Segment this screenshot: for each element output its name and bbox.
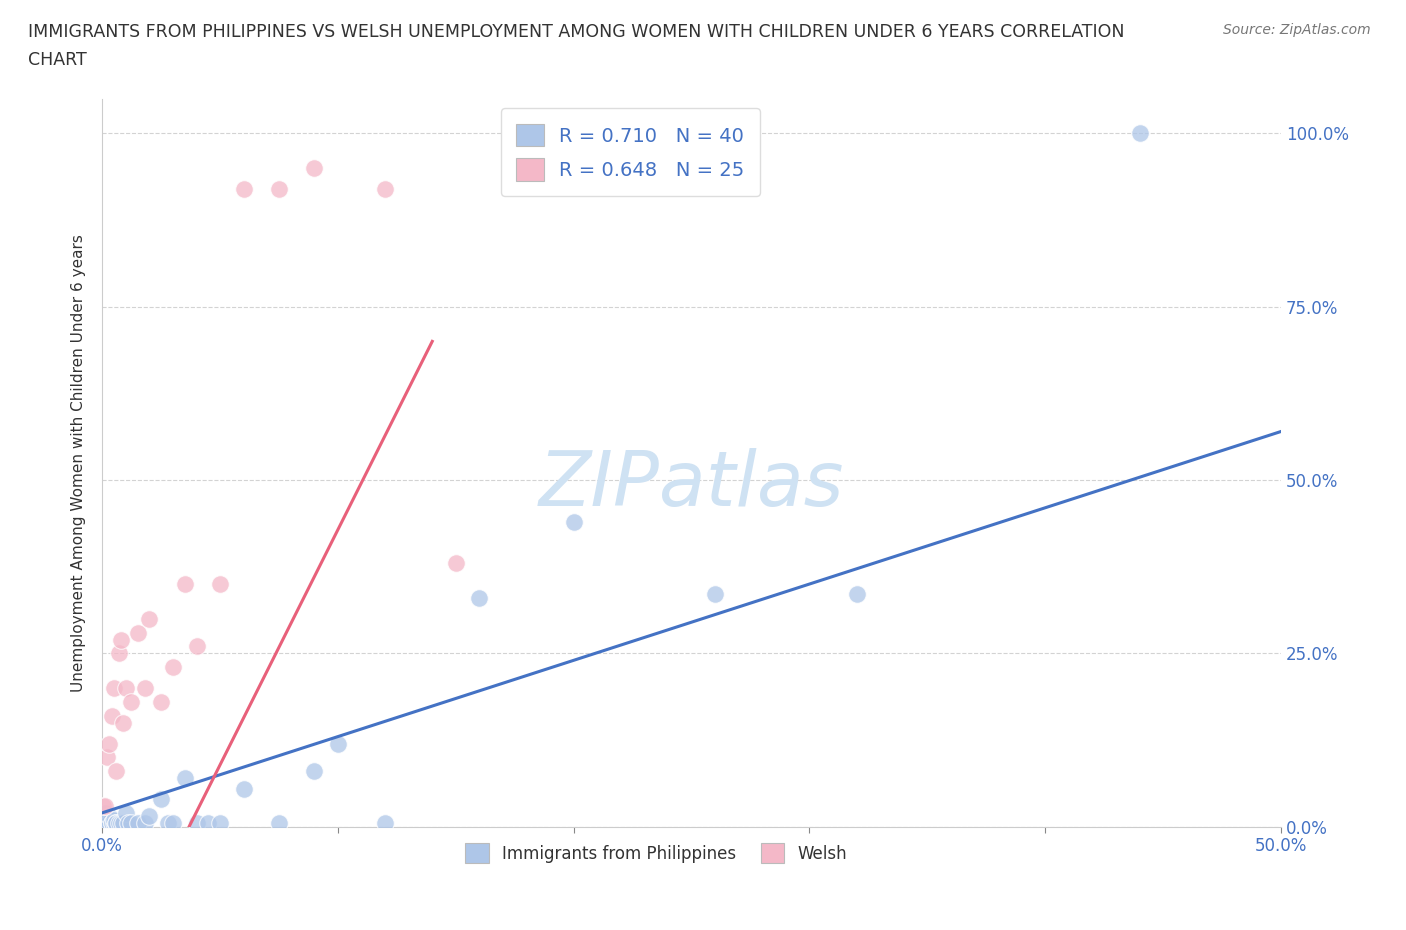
Point xyxy=(120,695,142,710)
Point xyxy=(103,681,125,696)
Point xyxy=(186,639,208,654)
Point xyxy=(98,816,121,830)
Point xyxy=(704,587,727,602)
Point xyxy=(100,816,122,830)
Point xyxy=(845,587,868,602)
Point xyxy=(444,556,467,571)
Point xyxy=(107,646,129,661)
Point xyxy=(138,611,160,626)
Point xyxy=(96,816,118,830)
Point xyxy=(127,816,149,830)
Point xyxy=(100,709,122,724)
Point xyxy=(374,816,396,830)
Point xyxy=(232,781,254,796)
Point xyxy=(232,181,254,196)
Point xyxy=(110,816,132,830)
Point xyxy=(112,816,135,830)
Point xyxy=(267,816,290,830)
Point xyxy=(98,809,121,824)
Point xyxy=(96,812,118,827)
Point xyxy=(562,514,585,529)
Point xyxy=(134,681,156,696)
Point xyxy=(93,816,115,830)
Point xyxy=(93,816,115,830)
Point xyxy=(107,816,129,830)
Point xyxy=(138,809,160,824)
Point xyxy=(186,816,208,830)
Point xyxy=(105,764,128,778)
Point xyxy=(150,791,173,806)
Point xyxy=(209,577,232,591)
Point xyxy=(374,181,396,196)
Point xyxy=(468,591,491,605)
Text: ZIPatlas: ZIPatlas xyxy=(538,447,844,522)
Text: Source: ZipAtlas.com: Source: ZipAtlas.com xyxy=(1223,23,1371,37)
Point xyxy=(162,816,184,830)
Point xyxy=(93,799,115,814)
Point xyxy=(110,632,132,647)
Legend: Immigrants from Philippines, Welsh: Immigrants from Philippines, Welsh xyxy=(458,837,853,870)
Point xyxy=(114,805,136,820)
Point xyxy=(173,577,195,591)
Point xyxy=(100,816,122,830)
Point xyxy=(150,695,173,710)
Y-axis label: Unemployment Among Women with Children Under 6 years: Unemployment Among Women with Children U… xyxy=(72,233,86,692)
Point xyxy=(120,816,142,830)
Point xyxy=(127,625,149,640)
Point xyxy=(197,816,219,830)
Point xyxy=(209,816,232,830)
Point xyxy=(326,736,349,751)
Point xyxy=(173,771,195,786)
Point xyxy=(162,659,184,674)
Point xyxy=(103,812,125,827)
Point xyxy=(1128,126,1150,140)
Point xyxy=(114,681,136,696)
Point xyxy=(105,816,128,830)
Point xyxy=(267,181,290,196)
Point xyxy=(96,750,118,764)
Point xyxy=(98,736,121,751)
Point xyxy=(134,816,156,830)
Text: IMMIGRANTS FROM PHILIPPINES VS WELSH UNEMPLOYMENT AMONG WOMEN WITH CHILDREN UNDE: IMMIGRANTS FROM PHILIPPINES VS WELSH UNE… xyxy=(28,23,1125,41)
Point xyxy=(93,799,115,814)
Point xyxy=(304,161,326,176)
Point xyxy=(157,816,180,830)
Point xyxy=(105,816,128,830)
Point xyxy=(117,816,139,830)
Point xyxy=(94,816,117,830)
Point xyxy=(304,764,326,778)
Point xyxy=(112,715,135,730)
Point xyxy=(103,816,125,830)
Point xyxy=(93,805,115,820)
Text: CHART: CHART xyxy=(28,51,87,69)
